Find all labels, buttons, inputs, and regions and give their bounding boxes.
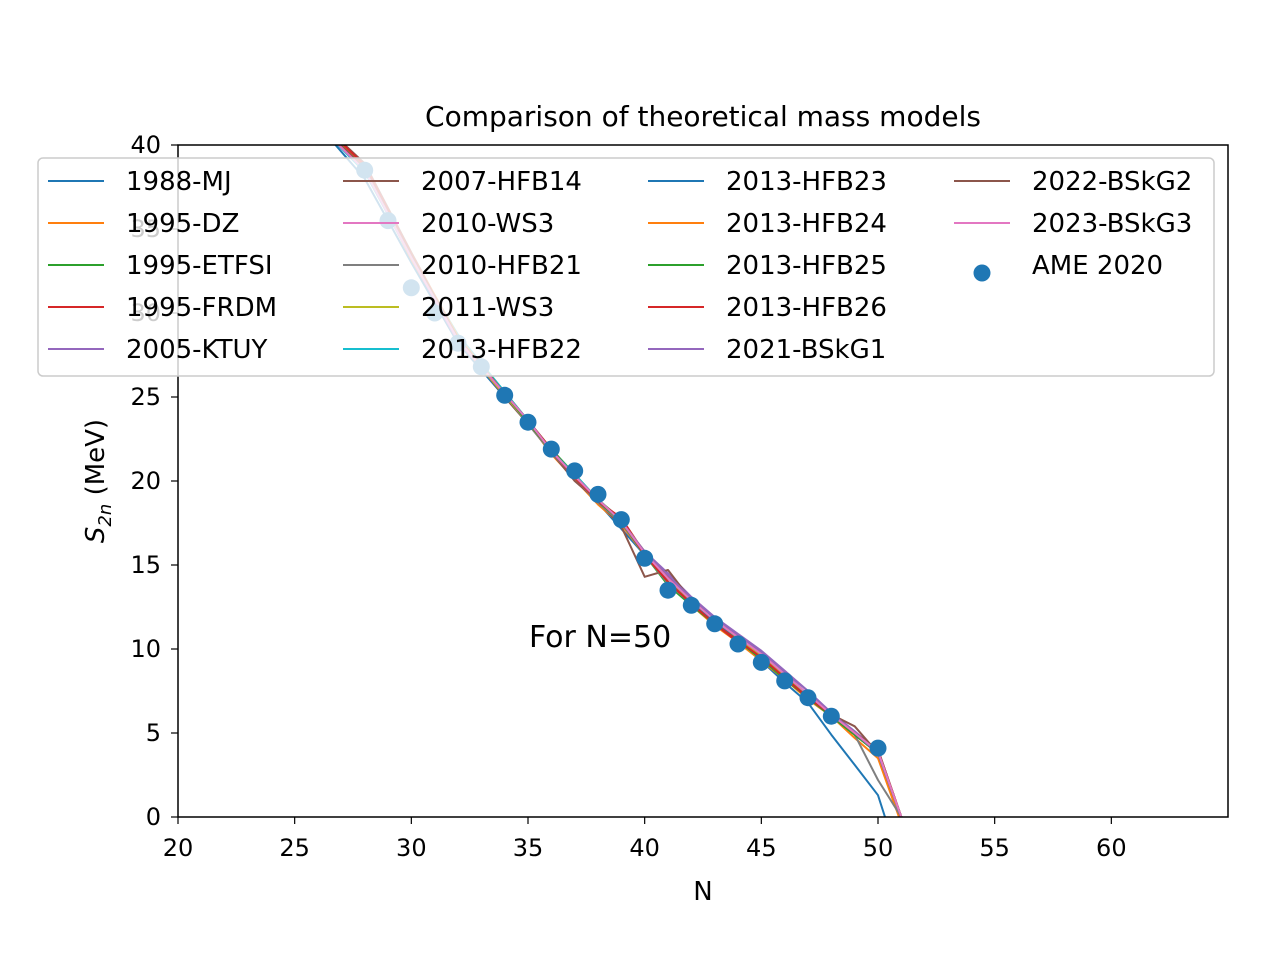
- ame-data-point: [636, 549, 654, 567]
- x-tick-label: 35: [513, 834, 544, 862]
- ame-data-point: [542, 440, 560, 458]
- ame-data-point: [752, 653, 770, 671]
- x-tick-label: 50: [863, 834, 894, 862]
- y-tick-label: 20: [130, 467, 161, 495]
- legend-label-2023-BSkG3: 2023-BSkG3: [1032, 209, 1192, 239]
- legend-label-2007-HFB14: 2007-HFB14: [421, 167, 582, 197]
- y-tick-label: 25: [130, 383, 161, 411]
- x-tick-label: 20: [163, 834, 194, 862]
- ame-data-point: [519, 413, 537, 431]
- annotation-label: For N=50: [529, 620, 671, 655]
- legend-label-2022-BSkG2: 2022-BSkG2: [1032, 167, 1192, 197]
- legend-swatch-AME 2020: [973, 264, 991, 282]
- legend-label-2005-KTUY: 2005-KTUY: [126, 335, 267, 365]
- chart-title: Comparison of theoretical mass models: [425, 100, 981, 133]
- x-axis-title: N: [693, 877, 712, 907]
- x-tick-label: 30: [396, 834, 427, 862]
- x-axis: 20 25 30 35 40 45 50 55 60: [163, 817, 1127, 862]
- y-axis-title: S2n (MeV): [81, 419, 116, 543]
- legend-label-1995-ETFSI: 1995-ETFSI: [126, 251, 273, 281]
- legend-label-2013-HFB25: 2013-HFB25: [726, 251, 887, 281]
- ame-data-point: [682, 596, 700, 614]
- y-tick-label: 15: [130, 551, 161, 579]
- ame-data-point: [612, 511, 630, 529]
- legend-label-2011-WS3: 2011-WS3: [421, 293, 554, 323]
- legend-label-2013-HFB22: 2013-HFB22: [421, 335, 582, 365]
- ame-data-point: [822, 707, 840, 725]
- x-tick-label: 25: [279, 834, 310, 862]
- ame-data-point: [869, 739, 887, 757]
- legend-label-1988-MJ: 1988-MJ: [126, 167, 232, 197]
- legend-label-1995-DZ: 1995-DZ: [126, 209, 239, 239]
- x-tick-label: 55: [979, 834, 1010, 862]
- x-tick-label: 60: [1096, 834, 1127, 862]
- legend-label-2021-BSkG1: 2021-BSkG1: [726, 335, 886, 365]
- x-tick-label: 45: [746, 834, 777, 862]
- ame-data-point: [659, 581, 677, 599]
- legend-label-1995-FRDM: 1995-FRDM: [126, 293, 277, 323]
- legend-label-2013-HFB26: 2013-HFB26: [726, 293, 887, 323]
- y-axis-title-unit: (MeV): [81, 419, 111, 504]
- y-tick-label: 5: [146, 719, 161, 747]
- legend-label-2013-HFB24: 2013-HFB24: [726, 209, 887, 239]
- y-tick-label: 0: [146, 803, 161, 831]
- legend-label-2010-HFB21: 2010-HFB21: [421, 251, 582, 281]
- y-axis-title-subscript: 2n: [95, 504, 116, 527]
- x-tick-label: 40: [629, 834, 660, 862]
- y-tick-label: 10: [130, 635, 161, 663]
- legend-box: [37, 157, 1215, 377]
- legend-label-2010-WS3: 2010-WS3: [421, 209, 554, 239]
- legend: 1988-MJ 1995-DZ 1995-ETFSI 1995-FRDM 2005-KT…: [37, 157, 1215, 377]
- ame-data-point: [589, 485, 607, 503]
- ame-data-point: [799, 689, 817, 707]
- y-tick-label: 40: [130, 131, 161, 159]
- legend-label-2013-HFB23: 2013-HFB23: [726, 167, 887, 197]
- ame-data-point: [496, 386, 514, 404]
- legend-label-AME 2020: AME 2020: [1032, 251, 1163, 281]
- ame-data-point: [706, 615, 724, 633]
- ame-data-point: [566, 462, 584, 480]
- y-axis-title-symbol: S: [81, 527, 111, 544]
- ame-data-point: [776, 672, 794, 690]
- ame-data-point: [729, 635, 747, 653]
